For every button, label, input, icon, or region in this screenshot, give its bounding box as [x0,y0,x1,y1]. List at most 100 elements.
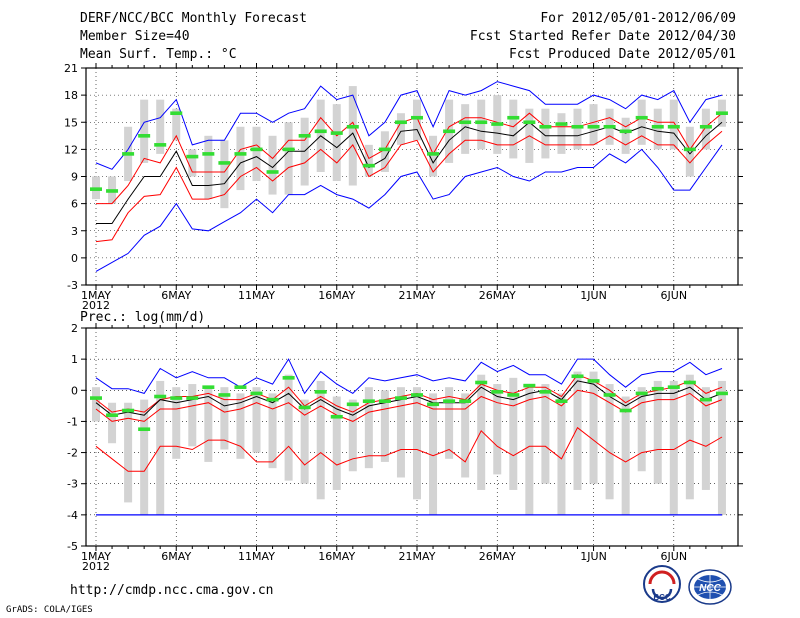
series-line-mean [95,380,723,416]
spread-box [332,396,341,490]
spread-box [477,374,486,490]
spread-box [316,380,325,500]
spread-box [140,399,149,515]
spread-box [156,380,165,515]
observed-marker [202,152,215,156]
observed-marker [218,161,231,165]
spread-box [461,393,470,478]
bcc-logo-text: BCC [653,593,671,602]
spread-box [717,380,726,515]
spread-box [701,387,710,490]
observed-marker [154,143,167,147]
observed-marker [715,111,728,116]
spread-box [685,126,694,177]
observed-marker [443,129,456,134]
spread-box [653,380,662,484]
observed-marker [699,397,712,402]
y-tick-label: 12 [64,143,78,156]
website-url[interactable]: http://cmdp.ncc.cma.gov.cn [70,583,274,598]
observed-marker [667,385,680,389]
observed-marker [170,111,183,116]
spread-box [557,113,566,154]
y-tick-label: 21 [64,62,78,75]
observed-marker [298,134,311,138]
x-tick-label: 11MAY [238,289,275,302]
observed-marker [411,393,423,397]
observed-marker [378,399,391,403]
series-line-min [95,144,723,272]
observed-marker [106,189,119,193]
observed-marker [539,390,552,394]
spread-box [124,402,133,503]
spread-box [188,384,197,447]
y-tick-label: -3 [67,279,78,292]
y-tick-label: 9 [71,171,78,184]
spread-box [172,108,181,141]
spread-box [156,99,165,154]
observed-marker [330,131,343,135]
observed-marker [539,124,552,129]
observed-marker [491,122,504,126]
spread-box [332,104,341,182]
x-tick-label: 16MAY [318,550,355,563]
spread-box [621,117,630,154]
spread-box [605,384,614,500]
observed-marker [683,380,696,385]
spread-box [637,387,646,472]
observed-marker [266,170,279,174]
chart-title: DERF/NCC/BCC Monthly Forecast [80,11,307,26]
observed-marker [635,115,648,120]
x-tick-label: 21MAY [399,289,436,302]
observed-marker [459,399,472,403]
observed-marker [619,129,632,134]
observed-marker [122,152,135,156]
x-tick-label: 6JUN [661,550,688,563]
x-tick-label: 1JUN [580,550,607,563]
y-tick-label: -1 [67,415,78,428]
spread-box [541,384,550,484]
observed-marker [106,413,119,417]
x-tick-label: 1MAY [81,289,111,302]
y-tick-label: 2 [71,322,78,335]
spread-box [621,396,630,515]
observed-marker [234,152,247,156]
spread-box [348,86,357,186]
observed-marker [427,402,440,407]
observed-marker [619,408,632,413]
observed-marker [186,154,199,159]
x-tick-label: 16MAY [318,289,355,302]
spread-box [589,371,598,484]
bcc-logo: BCC [643,565,681,603]
observed-marker [298,405,311,410]
series-line-mean [96,121,723,224]
spread-box [220,387,229,450]
series-line-max [95,81,723,170]
x-tick-label: 6MAY [161,550,191,563]
observed-marker [90,187,102,191]
spread-box [268,393,277,469]
ncc-logo: NCC [688,569,732,605]
spread-box [284,374,293,481]
member-size-label: Member Size=40 [80,29,190,44]
forecast-period-label: For 2012/05/01-2012/06/09 [540,11,736,26]
observed-marker [138,427,151,432]
spread-box [252,126,261,182]
spread-box [429,135,438,177]
spread-box [589,104,598,145]
spread-box [252,387,261,453]
spread-box [685,374,694,500]
series-line-lower [95,389,723,422]
observed-marker [715,391,728,396]
observed-marker [346,124,359,129]
plot-frame [85,327,739,547]
x-tick-label: 1JUN [580,289,607,302]
spread-box [669,99,678,150]
spread-box [140,99,149,163]
observed-marker [699,124,712,129]
observed-marker [202,385,215,389]
x-tick-label: 26MAY [479,289,516,302]
spread-box [108,402,117,444]
observed-marker [122,408,135,413]
spread-box [493,384,502,475]
